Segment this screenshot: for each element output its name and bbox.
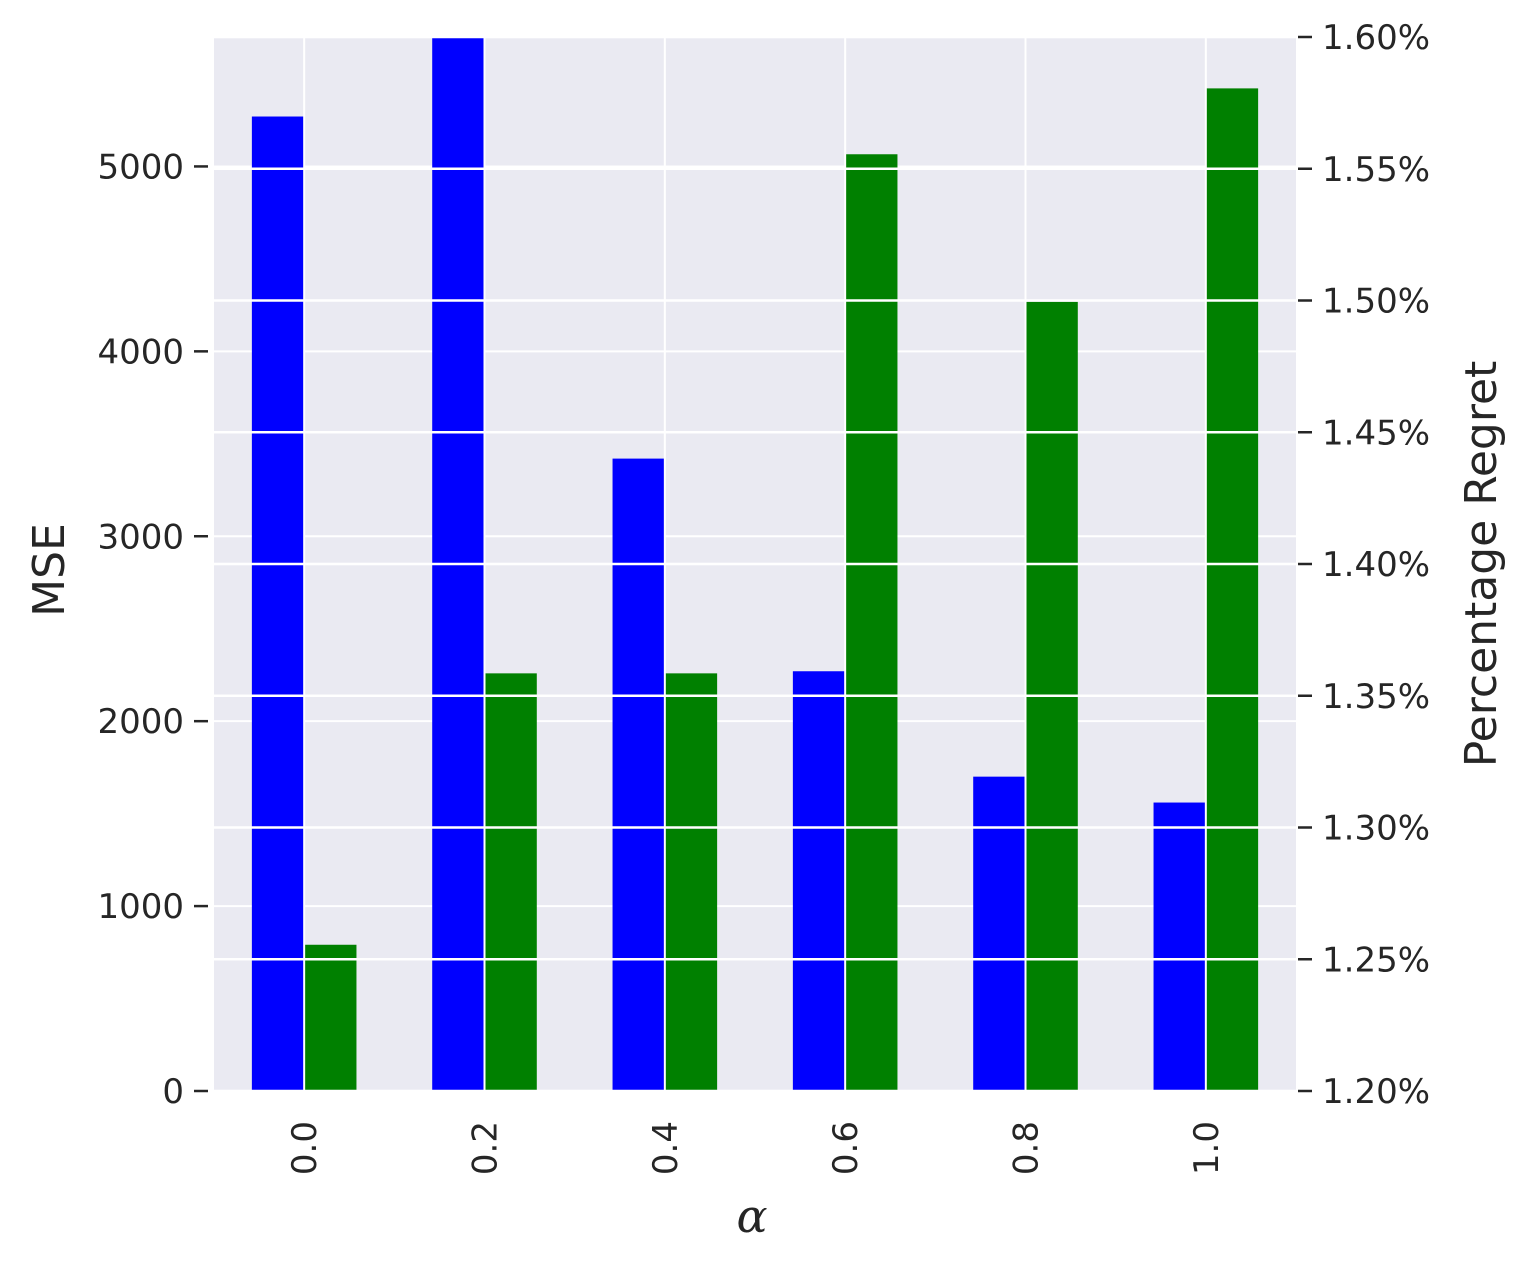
x-tick-label: 0.6 <box>826 1121 866 1175</box>
x-tick-label: 0.2 <box>466 1121 506 1175</box>
y-tick-label-left: 1000 <box>97 887 184 927</box>
right-grid-layer <box>214 35 1296 1093</box>
x-tick-label: 0.8 <box>1007 1121 1047 1175</box>
y-tick-label-left: 2000 <box>97 702 184 742</box>
regret-bar <box>1206 88 1259 1091</box>
y-axis-label-right: Percentage Regret <box>1456 361 1507 768</box>
mse-bar <box>1153 802 1205 1091</box>
x-axis-label: α <box>736 1189 767 1243</box>
y-tick-label-left: 3000 <box>97 517 184 557</box>
y-tick-label-left: 5000 <box>97 147 184 187</box>
y-tick-label-right: 1.20% <box>1322 1072 1430 1112</box>
x-tick-label: 0.0 <box>285 1121 325 1175</box>
axes-layer: 0 1000 2000 3000 4000 5000 1.20% 1.25% 1.30% 1.35… <box>97 18 1430 1175</box>
y-tick-label-right: 1.25% <box>1322 940 1430 980</box>
x-tick-label: 0.4 <box>646 1121 686 1175</box>
mse-bar <box>792 671 845 1091</box>
y-tick-label-right: 1.55% <box>1322 150 1430 190</box>
y-tick-label-right: 1.35% <box>1322 677 1430 717</box>
y-tick-label-left: 0 <box>162 1072 184 1112</box>
mse-bar <box>612 458 664 1092</box>
mse-bar <box>251 116 304 1092</box>
y-tick-label-right: 1.50% <box>1322 282 1430 322</box>
regret-bar <box>305 944 357 1091</box>
y-axis-label-left: MSE <box>24 523 75 617</box>
y-tick-label-right: 1.30% <box>1322 809 1430 849</box>
regret-bar <box>846 154 898 1091</box>
regret-bar <box>665 673 718 1091</box>
y-tick-label-right: 1.40% <box>1322 545 1430 585</box>
y-tick-label-right: 1.60% <box>1322 18 1430 58</box>
y-tick-label-left: 4000 <box>97 332 184 372</box>
x-tick-label: 1.0 <box>1187 1121 1227 1175</box>
y-tick-label-right: 1.45% <box>1322 413 1430 453</box>
regret-bar <box>485 673 537 1091</box>
mse-bar <box>973 776 1025 1091</box>
